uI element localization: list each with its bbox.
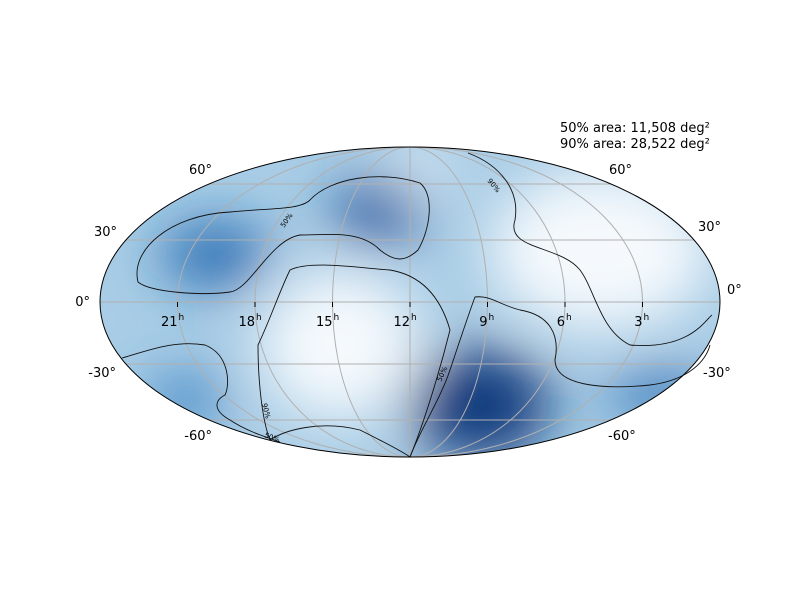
map-frame — [99, 146, 721, 458]
lat-label: 0° — [727, 283, 742, 298]
ra-label-unit: h — [566, 313, 572, 323]
lat-label: -30° — [88, 366, 116, 381]
ra-label-unit: h — [256, 313, 262, 323]
ra-label: 12 — [393, 315, 410, 330]
ra-label: 15 — [316, 315, 333, 330]
annotation: 50% area: 11,508 deg² — [560, 121, 710, 136]
ra-label-unit: h — [489, 313, 495, 323]
lat-label: -30° — [703, 366, 731, 381]
ra-label: 6 — [557, 315, 565, 330]
contour-label: 90% — [260, 402, 272, 419]
lat-label: -60° — [184, 429, 212, 444]
ra-label-unit: h — [179, 313, 185, 323]
lat-label: 30° — [94, 225, 117, 240]
annotation: 90% area: 28,522 deg² — [560, 137, 710, 152]
ra-label-unit: h — [411, 313, 417, 323]
ra-label: 3 — [634, 315, 642, 330]
lat-label: 0° — [75, 295, 90, 310]
ra-label: 18 — [238, 315, 255, 330]
ra-label: 21 — [161, 315, 178, 330]
lat-label: 60° — [609, 163, 632, 178]
axis-labels: 60°30°0°-30°-60°60°30°0°-30°-60°21 h 18 h 15… — [75, 163, 742, 444]
contours — [121, 152, 713, 458]
lat-label: -60° — [608, 429, 636, 444]
ra-label-unit: h — [334, 313, 340, 323]
ra-label: 9 — [479, 315, 487, 330]
ra-label-unit: h — [644, 313, 650, 323]
lat-label: 30° — [698, 220, 721, 235]
annotations: 50% area: 11,508 deg² 90% area: 28,522 d… — [560, 121, 710, 152]
lat-label: 60° — [189, 163, 212, 178]
